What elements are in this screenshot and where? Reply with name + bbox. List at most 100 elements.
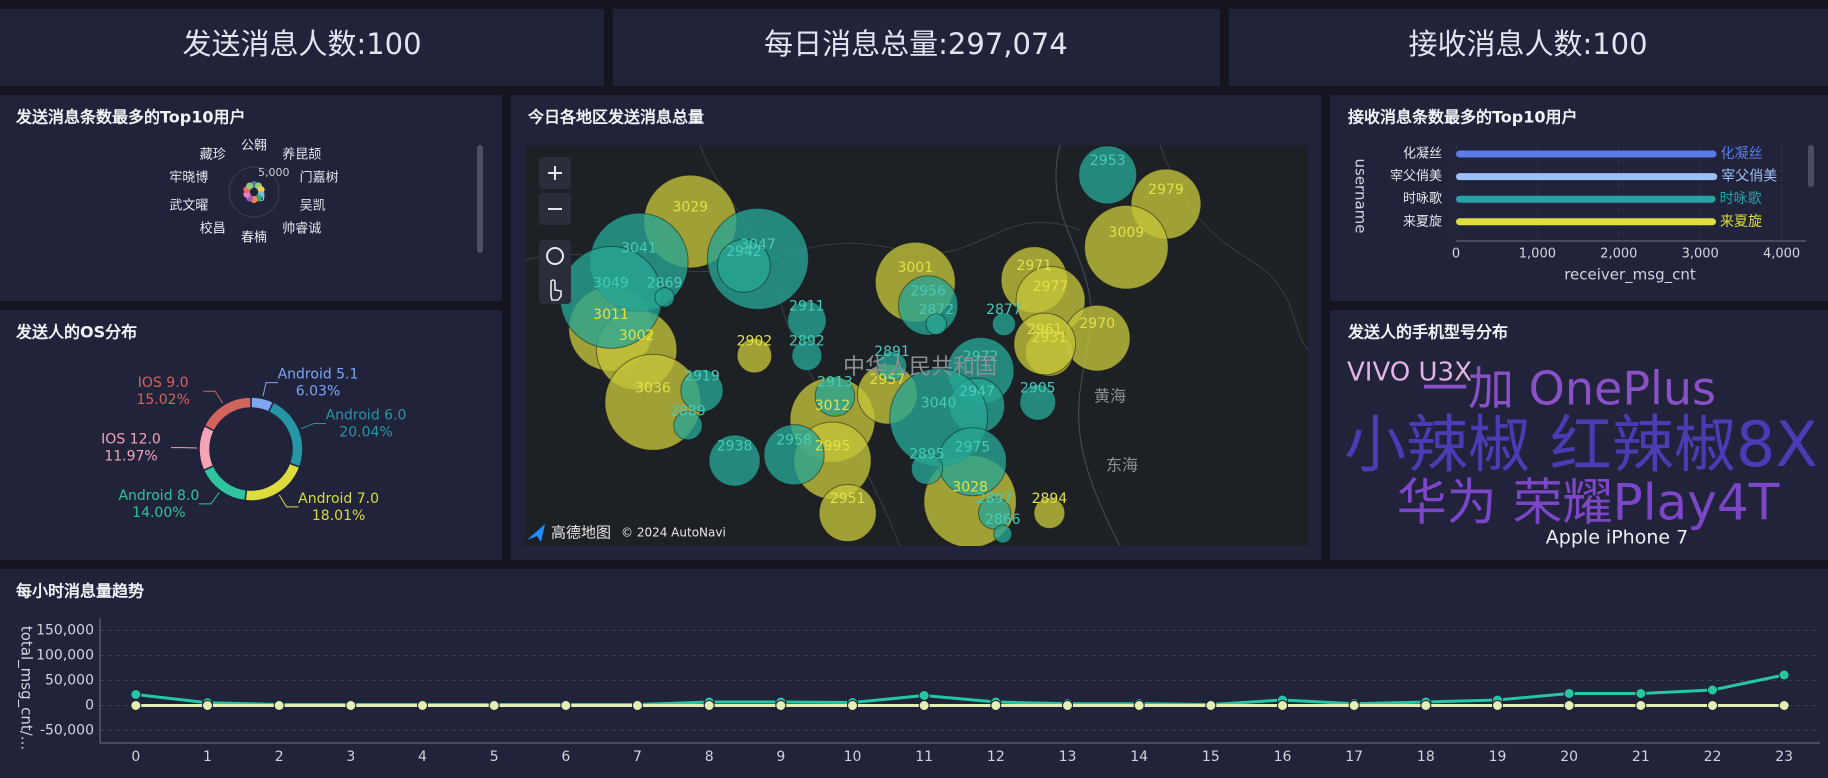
bubble-label: 2971: [1016, 258, 1052, 274]
panel-title: 发送人的OS分布: [15, 323, 137, 342]
series-point: [918, 700, 930, 711]
panel-title: 今日各地区发送消息总量: [527, 108, 704, 127]
leader-line: [198, 492, 220, 505]
scrollbar[interactable]: [1808, 145, 1814, 187]
bubble-label: 3047: [740, 237, 776, 253]
series-point: [1778, 669, 1790, 681]
map-bubble: [925, 313, 948, 336]
bar: [1456, 218, 1717, 226]
x-tick-label: 16: [1274, 749, 1292, 765]
bubble-label: 3028: [952, 479, 988, 495]
bubble-label: 3012: [815, 398, 851, 414]
series-point: [1062, 700, 1073, 711]
bubble-label: 2975: [955, 440, 991, 456]
leader-line: [278, 494, 299, 508]
map-label: 东海: [1106, 456, 1138, 475]
category-label: 牢晓博: [169, 170, 208, 185]
kpi-text: 每日消息总量:297,074: [764, 27, 1068, 61]
category-label: 化凝丝: [1403, 146, 1442, 162]
map-controls: [527, 157, 571, 542]
bubble-label: 2958: [776, 433, 812, 449]
bubble-label: 3040: [921, 395, 957, 411]
slice-value-label: 20.04%: [339, 424, 392, 440]
map-bubble: [991, 312, 1016, 337]
cloud-word: Apple iPhone 7: [1546, 527, 1688, 549]
x-tick-label: 18: [1417, 749, 1435, 765]
slice-value-label: 6.03%: [296, 384, 340, 400]
bar: [1456, 173, 1718, 181]
x-tick-label: 21: [1632, 749, 1650, 765]
y-axis-title: total_msg_cnt/...: [17, 626, 36, 750]
series-point: [1778, 700, 1790, 711]
y-axis-title: username: [1352, 159, 1370, 234]
zoom-in-icon: [548, 166, 562, 180]
panel-title: 接收消息条数最多的Top10用户: [1348, 108, 1578, 127]
map-bubble: [763, 424, 825, 486]
bubble-label: 3036: [635, 380, 671, 396]
leader-line: [300, 422, 327, 430]
x-tick-label: 5: [490, 749, 499, 765]
bubble-label: 3029: [672, 200, 708, 216]
series-point: [130, 689, 142, 700]
scrollbar[interactable]: [477, 145, 483, 253]
panel-title: 发送消息条数最多的Top10用户: [15, 108, 246, 127]
category-label: 吴凯: [300, 199, 326, 214]
polar-point: [246, 182, 254, 190]
x-tick-label: 2,000: [1600, 247, 1637, 262]
category-label: 时咏歌: [1403, 192, 1442, 207]
x-tick-label: 0: [131, 749, 140, 765]
x-axis-title: receiver_msg_cnt: [1564, 266, 1696, 285]
bar-label: 时咏歌: [1720, 191, 1762, 207]
x-tick-label: 4,000: [1763, 247, 1800, 262]
y-tick-label: -50,000: [40, 723, 94, 739]
x-tick-label: 13: [1059, 749, 1077, 765]
map-bubble: [910, 452, 944, 485]
panel-title: 每小时消息量趋势: [16, 582, 144, 601]
pan-icon[interactable]: [550, 279, 562, 301]
series-point: [345, 700, 357, 711]
map-bubble: [787, 300, 827, 341]
bubble-label: 2895: [909, 447, 945, 463]
slice-name: IOS 9.0: [138, 375, 189, 391]
map-bubble: [977, 496, 1012, 530]
map-bubbles: 3029 3011 3002 3036 3012 2995 3001 2971 2977 2979…: [559, 145, 1202, 546]
category-label: 春楠: [241, 231, 267, 246]
bubble-label: 2957: [870, 372, 906, 388]
rotate-icon[interactable]: [546, 247, 564, 265]
kpi-box: [1229, 9, 1828, 86]
series-point: [1635, 688, 1647, 699]
tool-buttons[interactable]: [539, 240, 571, 304]
x-tick-label: 7: [633, 749, 642, 765]
bubble-label: 2970: [1079, 316, 1115, 332]
category-label: 校昌: [200, 221, 226, 237]
panel: [0, 310, 502, 560]
bubble-label: 2892: [789, 334, 825, 350]
bar-label: 化凝丝: [1720, 146, 1762, 162]
x-tick-label: 1,000: [1519, 247, 1556, 262]
x-tick-label: 2: [275, 749, 284, 765]
x-tick-label: 11: [915, 749, 933, 765]
series-point: [560, 700, 572, 711]
map-provider: 高德地图: [551, 524, 611, 542]
map-bubble: [993, 524, 1013, 544]
bubble-label: 2902: [737, 334, 773, 350]
slice-name: IOS 12.0: [101, 432, 161, 448]
bubble-label: 3011: [593, 307, 629, 323]
map-bubble: [1033, 497, 1066, 529]
pie-slice: [203, 396, 252, 432]
category-label: 藏珍: [200, 147, 226, 162]
series-point: [1133, 700, 1145, 711]
series-point: [1563, 688, 1575, 699]
leader-line: [262, 382, 279, 397]
bubble-label: 2891: [874, 344, 910, 360]
cloud-word: VIVO U3X: [1347, 358, 1472, 388]
series-point: [1707, 700, 1718, 711]
map-bubble: [1019, 383, 1057, 421]
slice-name: Android 8.0: [118, 488, 199, 504]
series-point: [1492, 700, 1503, 711]
series-point: [847, 700, 858, 711]
series-point: [990, 700, 1002, 711]
bubble-label: 2889: [670, 404, 706, 420]
